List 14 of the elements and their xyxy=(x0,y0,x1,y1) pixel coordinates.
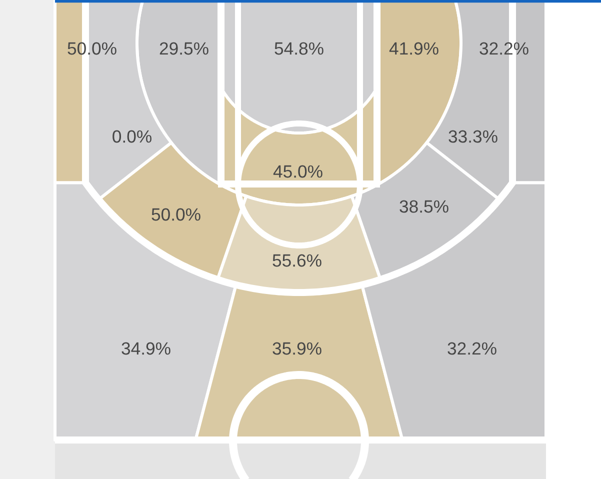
data-label: 33.3% xyxy=(448,130,498,143)
data-label: 50.0% xyxy=(152,208,200,221)
data-label: 38.5% xyxy=(400,200,448,213)
data-label: 35.9% xyxy=(272,342,322,355)
data-label: 55.6% xyxy=(272,254,322,267)
data-label: 54.8% xyxy=(274,42,324,55)
data-label: 0.0% xyxy=(112,130,152,143)
data-label: 45.0% xyxy=(273,165,322,178)
data-label: 50.0% xyxy=(68,42,116,55)
data-label: 32.2% xyxy=(448,342,496,355)
data-label: 29.5% xyxy=(160,42,208,55)
data-label: 34.9% xyxy=(122,342,170,355)
data-label: 32.2% xyxy=(480,42,528,55)
data-label: 41.9% xyxy=(389,42,438,55)
